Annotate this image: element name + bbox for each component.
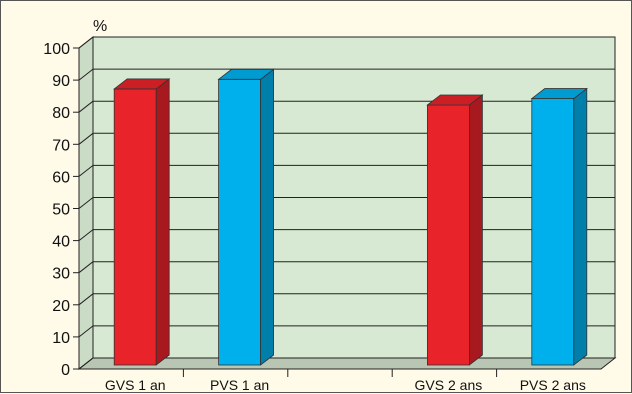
- gridline-side: [78, 68, 94, 81]
- bar-top: [426, 94, 484, 106]
- bar-front: [426, 104, 470, 366]
- gridlines: [73, 36, 615, 377]
- gridline-side: [78, 165, 94, 177]
- bar-front: [218, 78, 262, 366]
- gridline-side: [78, 197, 94, 209]
- bar: [217, 68, 275, 366]
- bar: [530, 87, 588, 366]
- gridline-side: [78, 229, 94, 241]
- y-tick-label: 50: [52, 202, 70, 219]
- bar-top: [113, 78, 171, 90]
- x-category-label: GVS 1 an: [105, 377, 166, 393]
- bar-top: [217, 68, 275, 80]
- gridline-side: [78, 100, 94, 113]
- bar-top: [530, 88, 588, 99]
- y-tick-label: 20: [52, 298, 70, 315]
- gridline-side: [78, 261, 94, 274]
- bars-group: [113, 68, 588, 366]
- gridline-side: [78, 357, 94, 370]
- bar-side: [155, 78, 170, 366]
- y-tick-label: 10: [52, 330, 70, 347]
- y-tick-label: 70: [52, 137, 70, 154]
- gridline-side: [78, 325, 94, 338]
- bar-front: [113, 88, 157, 366]
- bar: [113, 78, 171, 366]
- bar-front: [531, 98, 575, 366]
- bar-side: [468, 94, 483, 366]
- y-tick-label: 40: [52, 234, 70, 251]
- y-tick-label: 90: [52, 73, 70, 90]
- x-category-label: PVS 1 an: [210, 377, 269, 393]
- y-tick-label: 60: [52, 169, 70, 186]
- y-tick-labels: 0 10 20 30 40 50 60 70 80 90 100: [43, 41, 70, 379]
- y-axis-label: %: [93, 18, 107, 35]
- bar: [426, 94, 484, 366]
- x-category-labels: GVS 1 an PVS 1 an GVS 2 ans PVS 2 ans: [105, 377, 586, 393]
- gridline-side: [78, 293, 94, 306]
- y-tick-label: 100: [43, 41, 70, 58]
- x-category-label: PVS 2 ans: [520, 377, 586, 393]
- gridline-side: [78, 132, 94, 145]
- y-tick-label: 30: [52, 266, 70, 283]
- bar-side: [573, 87, 588, 366]
- gridline-side: [78, 36, 94, 49]
- y-tick-label: 0: [61, 362, 70, 379]
- x-category-label: GVS 2 ans: [415, 377, 483, 393]
- bar-side: [260, 68, 275, 366]
- y-tick-label: 80: [52, 105, 70, 122]
